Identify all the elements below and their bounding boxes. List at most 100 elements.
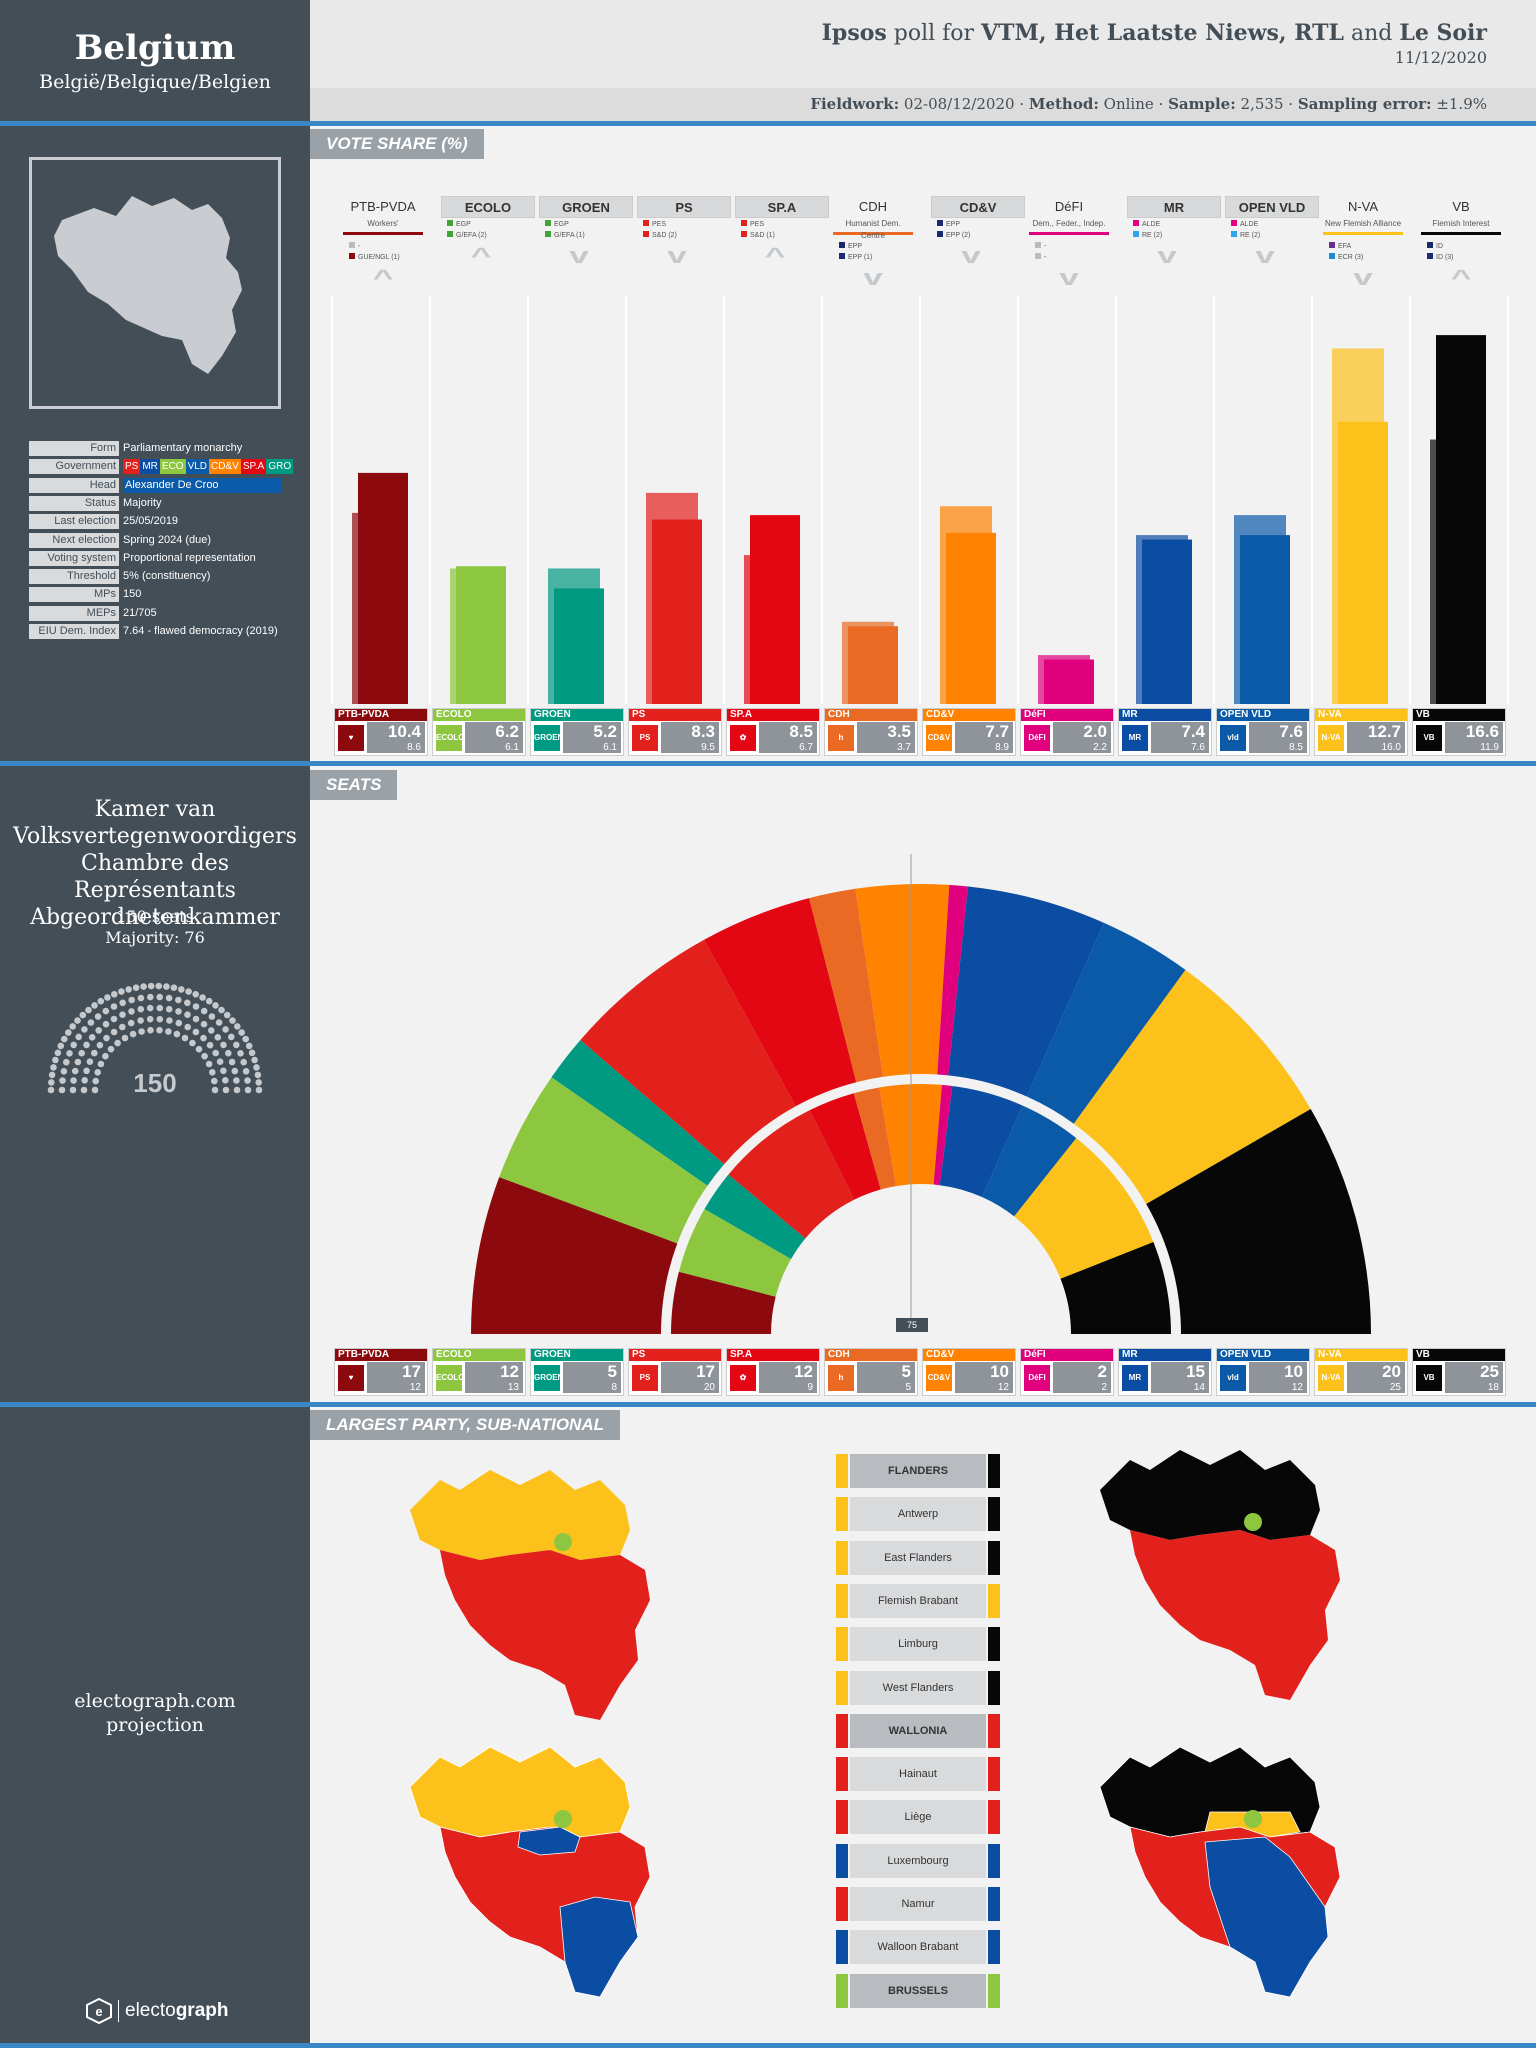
eu-group-swatch — [447, 231, 453, 237]
government-party-tag: SP.A — [240, 459, 267, 475]
current-value: 10.4 — [387, 722, 421, 741]
chevron-down-icon: v — [1157, 243, 1177, 268]
seat-dot — [146, 1015, 154, 1023]
seat-dot — [211, 1077, 218, 1085]
current-value: 5 — [607, 1362, 617, 1381]
current-value: 17 — [696, 1362, 715, 1381]
seat-dot — [175, 1008, 182, 1015]
seat-dot — [137, 994, 145, 1002]
eu-group-label: G/EFA (1) — [554, 232, 585, 239]
region-name: BRUSSELS — [850, 1973, 986, 2008]
seat-dot — [165, 1005, 173, 1013]
value-panel — [1347, 722, 1405, 753]
electograph-logo[interactable]: e electo graph — [86, 1996, 228, 2026]
current-largest-swatch — [988, 1887, 1000, 1921]
value-panel — [955, 722, 1013, 753]
info-key: Head — [29, 477, 119, 493]
region-header-row: FLANDERS — [836, 1454, 1000, 1488]
party-result-box: PS PS 17 20 — [628, 1348, 722, 1396]
bar-current — [946, 532, 996, 704]
seat-dot — [119, 999, 126, 1007]
eu-affiliation: - — [1035, 241, 1109, 252]
seat-segment — [855, 883, 950, 1077]
seat-dot — [66, 1050, 73, 1057]
chamber-names: Kamer van Volksvertegenwoordigers Chambr… — [0, 796, 310, 931]
eu-group-label: EPP (1) — [848, 254, 873, 261]
seat-dot — [209, 1069, 216, 1076]
eu-group-swatch — [839, 242, 845, 248]
value-panel — [1053, 722, 1111, 753]
region-row: Flemish Brabant — [836, 1583, 1000, 1618]
majority-marker-box — [896, 1318, 928, 1332]
eu-affiliation: ID (3) — [1427, 252, 1501, 263]
box-party-name: N-VA — [1315, 1349, 1407, 1361]
previous-value: 8 — [611, 1382, 617, 1393]
seat-dot — [165, 1028, 172, 1035]
seat-dot — [184, 999, 191, 1007]
seat-dot — [81, 1026, 88, 1033]
previous-value: 2.2 — [1093, 742, 1107, 753]
bar-current — [1338, 421, 1388, 704]
eu-affiliation: ID — [1427, 241, 1501, 252]
chamber-name-4: Abgeordnetenkammer — [30, 905, 280, 930]
seat-dot — [60, 1068, 68, 1075]
eu-group-label: - — [1044, 254, 1047, 261]
party-logo-icon: ♥ — [337, 1364, 365, 1392]
sidebar: Belgium België/Belgique/Belgien Form Parl… — [0, 0, 310, 2048]
current-value: 12.7 — [1367, 722, 1401, 741]
info-row: Last election 25/05/2019 — [29, 514, 281, 530]
previous-value: 16.0 — [1381, 742, 1401, 753]
poll-date: 11/12/2020 — [1394, 48, 1487, 67]
seat-dot — [114, 1039, 121, 1047]
region-name: West Flanders — [850, 1670, 986, 1705]
eu-group-swatch — [1231, 220, 1237, 226]
seat-dot — [205, 997, 213, 1005]
seat-dot — [201, 1052, 208, 1060]
current-value: 5.2 — [593, 722, 617, 741]
eu-group-swatch — [741, 231, 747, 237]
party-logo-icon: ✿ — [729, 724, 757, 752]
seat-dot — [245, 1042, 253, 1050]
value-panel — [1151, 1362, 1209, 1393]
seat-dot — [200, 1034, 207, 1042]
eu-affiliations: EPP EPP (2) — [931, 219, 1011, 241]
seat-dot — [165, 994, 173, 1002]
seat-dot — [92, 1077, 99, 1085]
seat-dot — [69, 1086, 77, 1094]
government-party-tag: MR — [140, 459, 160, 475]
party-header: DéFI Dem., Feder., Indep. - - v — [1029, 196, 1109, 289]
box-party-name: OPEN VLD — [1217, 709, 1309, 721]
current-largest-swatch — [988, 1583, 1000, 1618]
seat-dot — [251, 1056, 258, 1064]
seat-dot — [223, 1011, 231, 1019]
seat-dot — [156, 1026, 163, 1034]
party-description: Humanist Dem. Centre — [845, 219, 901, 240]
info-row: Government PS MR ECO VLD CD&V SP.A GRO — [29, 459, 294, 475]
eu-affiliations: - GUE/NGL (1) — [343, 241, 423, 263]
eu-group-label: ID (3) — [1436, 254, 1454, 261]
seat-dot — [214, 1034, 222, 1041]
previous-largest-swatch — [836, 1757, 848, 1792]
info-value: Majority — [123, 496, 162, 509]
party-result-box: ECOLO ECOLO 6.2 6.1 — [432, 708, 526, 756]
seat-dot — [178, 986, 185, 993]
info-row: MEPs 21/705 — [29, 605, 281, 622]
eu-group-swatch — [643, 231, 649, 237]
seat-dot — [206, 1041, 214, 1049]
info-key: Government — [29, 459, 119, 475]
party-description: Flemish Interest — [1432, 219, 1490, 228]
seat-dot — [61, 1035, 68, 1043]
government-party-tag: GRO — [266, 459, 294, 475]
seat-dot — [228, 1058, 236, 1066]
subnational-heading: LARGEST PARTY, SUB-NATIONAL — [310, 1410, 620, 1440]
seat-dot — [54, 1049, 62, 1057]
party-name: MR — [1127, 196, 1221, 218]
party-result-box: CD&V CD&V 7.7 8.9 — [922, 708, 1016, 756]
previous-value: 13 — [507, 1382, 519, 1393]
eu-affiliations: ALDE RE (2) — [1127, 219, 1207, 241]
seat-dot — [94, 1069, 101, 1076]
seat-dot — [220, 1067, 227, 1075]
seat-dot — [119, 1011, 126, 1018]
chevron-down-icon: v — [1059, 265, 1079, 290]
party-logo-icon: CD&V — [925, 724, 953, 752]
